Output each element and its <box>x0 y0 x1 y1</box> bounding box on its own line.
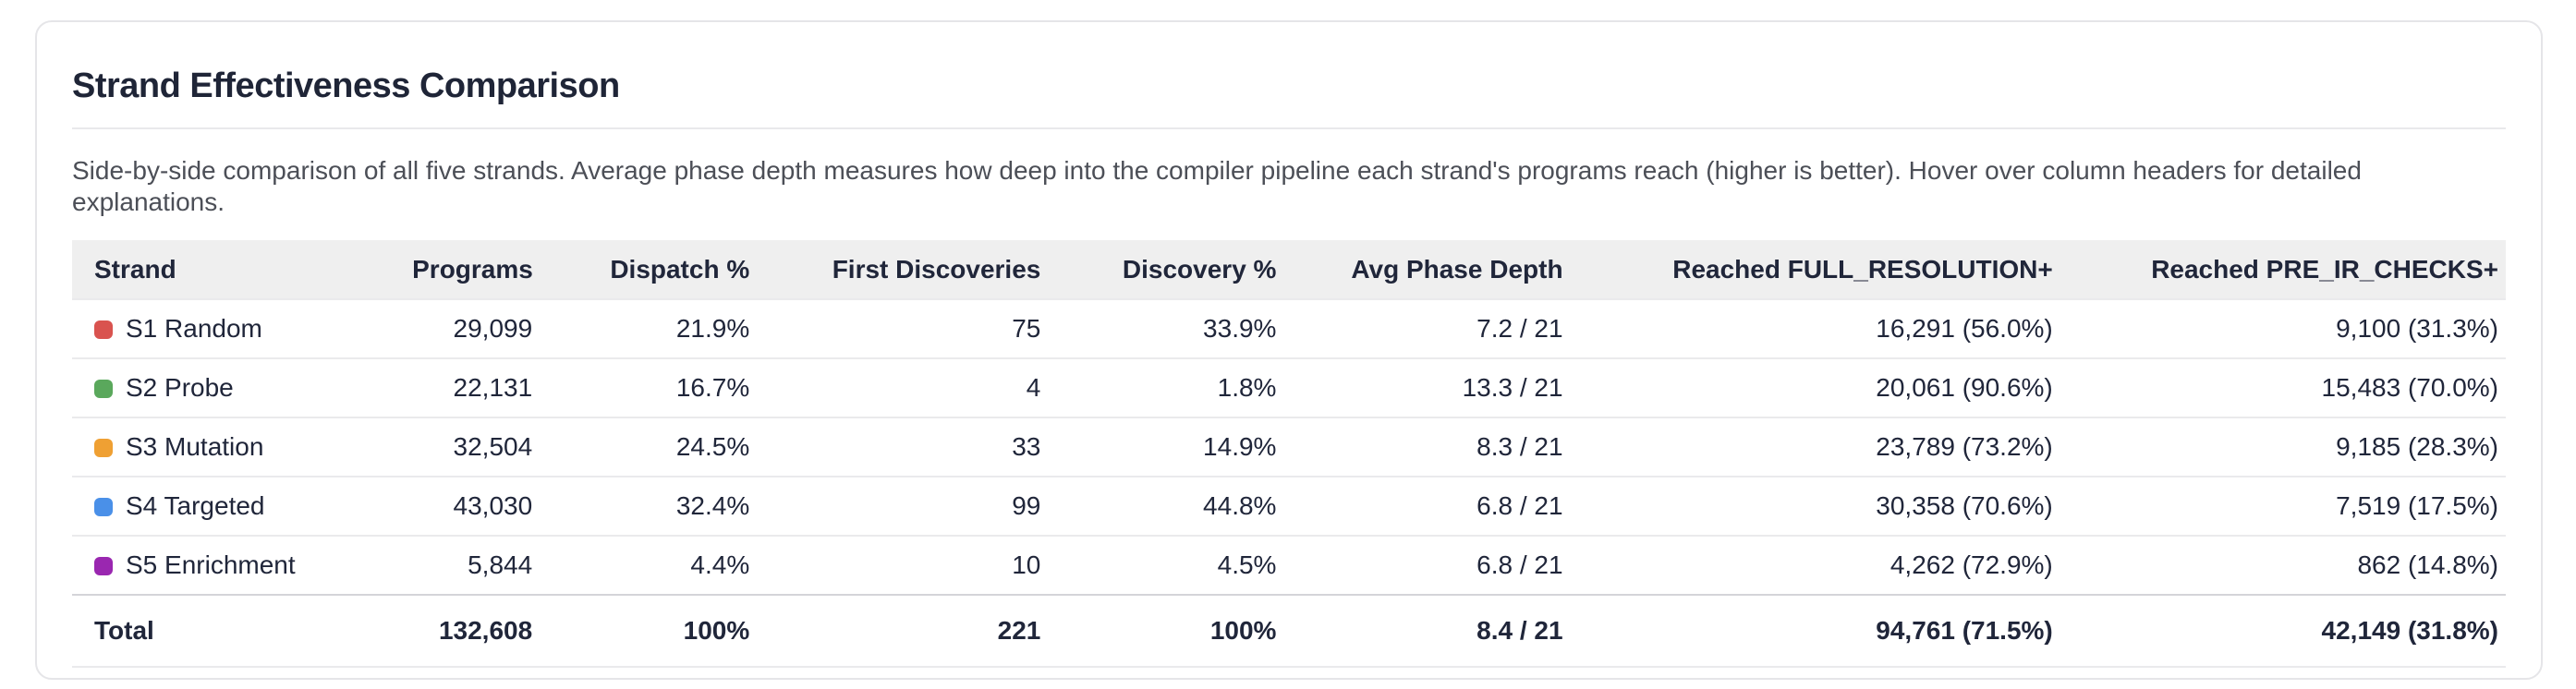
column-header-avg-phase-depth[interactable]: Avg Phase Depth <box>1283 240 1571 299</box>
table-row-s3-mutation: S3 Mutation 32,504 24.5% 33 14.9% 8.3 / … <box>72 417 2506 477</box>
column-header-strand[interactable]: Strand <box>72 240 406 299</box>
strand-label: S3 Mutation <box>126 432 264 461</box>
cell-discovery-pct: 44.8% <box>1203 491 1277 520</box>
cell-reached-full-resolution: 4,262 (72.9%) <box>1889 550 2053 579</box>
cell-first-discoveries: 10 <box>1012 550 1041 579</box>
column-header-reached-full-resolution[interactable]: Reached FULL_RESOLUTION+ <box>1570 240 2060 299</box>
column-header-dispatch-pct[interactable]: Dispatch % <box>540 240 758 299</box>
cell-reached-pre-ir-checks: 9,100 (31.3%) <box>2336 314 2498 343</box>
cell-strand: S3 Mutation <box>72 417 405 477</box>
cell-first-discoveries: 33 <box>1012 432 1041 461</box>
cell-first-discoveries: 99 <box>1012 491 1041 520</box>
strand-color-swatch <box>94 439 113 457</box>
cell-dispatch-pct: 32.4% <box>675 491 750 520</box>
cell-strand: S2 Probe <box>72 358 405 417</box>
cell-reached-full-resolution: 20,061 (90.6%) <box>1876 373 2053 402</box>
strand-label: S2 Probe <box>126 373 234 402</box>
table-row-s1-random: S1 Random 29,099 21.9% 75 33.9% 7.2 / 21… <box>72 299 2506 358</box>
cell-programs: 5,844 <box>468 550 533 579</box>
cell-strand: S4 Targeted <box>72 477 405 536</box>
strand-color-swatch <box>94 557 113 575</box>
cell-strand: S1 Random <box>72 299 405 358</box>
cell-programs: 22,131 <box>453 373 533 402</box>
cell-discovery-pct: 4.5% <box>1217 550 1277 579</box>
cell-avg-phase-depth: 8.3 / 21 <box>1476 432 1563 461</box>
column-header-discovery-pct[interactable]: Discovery % <box>1048 240 1284 299</box>
strand-label: S1 Random <box>126 314 262 343</box>
table-row-s5-enrichment: S5 Enrichment 5,844 4.4% 10 4.5% 6.8 / 2… <box>72 536 2506 595</box>
table-row-s4-targeted: S4 Targeted 43,030 32.4% 99 44.8% 6.8 / … <box>72 477 2506 536</box>
cell-first-discoveries: 75 <box>1012 314 1041 343</box>
strand-comparison-table: Strand Programs Dispatch % First Discove… <box>72 240 2506 668</box>
card-description: Side-by-side comparison of all five stra… <box>72 156 2362 216</box>
strand-label: S5 Enrichment <box>126 550 296 579</box>
column-header-reached-pre-ir-checks[interactable]: Reached PRE_IR_CHECKS+ <box>2060 240 2506 299</box>
column-header-programs[interactable]: Programs <box>405 240 541 299</box>
cell-reached-full-resolution: 16,291 (56.0%) <box>1876 314 2053 343</box>
cell-avg-phase-depth-total: 8.4 / 21 <box>1476 616 1563 645</box>
cell-dispatch-pct-total: 100% <box>683 616 750 645</box>
strand-color-swatch <box>94 498 113 516</box>
strand-color-swatch <box>94 380 113 398</box>
cell-first-discoveries-total: 221 <box>997 616 1041 645</box>
cell-programs: 43,030 <box>453 491 533 520</box>
cell-discovery-pct: 14.9% <box>1203 432 1277 461</box>
title-divider <box>72 127 2506 129</box>
card-title: Strand Effectiveness Comparison <box>72 66 620 105</box>
cell-avg-phase-depth: 6.8 / 21 <box>1476 550 1563 579</box>
cell-reached-pre-ir-checks-total: 42,149 (31.8%) <box>2321 616 2498 645</box>
cell-programs-total: 132,608 <box>438 616 533 645</box>
strand-label: S4 Targeted <box>126 491 265 520</box>
column-header-first-discoveries[interactable]: First Discoveries <box>757 240 1049 299</box>
cell-reached-pre-ir-checks: 862 (14.8%) <box>2357 550 2498 579</box>
cell-discovery-pct: 1.8% <box>1217 373 1277 402</box>
cell-programs: 32,504 <box>453 432 533 461</box>
cell-dispatch-pct: 21.9% <box>675 314 750 343</box>
strand-color-swatch <box>94 320 113 339</box>
cell-discovery-pct: 33.9% <box>1203 314 1277 343</box>
table-header-row: Strand Programs Dispatch % First Discove… <box>72 240 2506 299</box>
cell-discovery-pct-total: 100% <box>1209 616 1277 645</box>
cell-reached-full-resolution: 30,358 (70.6%) <box>1876 491 2053 520</box>
cell-dispatch-pct: 16.7% <box>675 373 750 402</box>
cell-reached-pre-ir-checks: 7,519 (17.5%) <box>2336 491 2498 520</box>
cell-first-discoveries: 4 <box>1026 373 1041 402</box>
cell-dispatch-pct: 24.5% <box>675 432 750 461</box>
cell-dispatch-pct: 4.4% <box>690 550 750 579</box>
cell-strand-total: Total <box>94 616 154 645</box>
cell-reached-full-resolution-total: 94,761 (71.5%) <box>1876 616 2053 645</box>
cell-reached-pre-ir-checks: 9,185 (28.3%) <box>2336 432 2498 461</box>
cell-avg-phase-depth: 6.8 / 21 <box>1476 491 1563 520</box>
cell-strand: S5 Enrichment <box>72 536 405 595</box>
cell-reached-full-resolution: 23,789 (73.2%) <box>1876 432 2053 461</box>
table-row-total: Total 132,608 100% 221 100% 8.4 / 21 94,… <box>72 595 2506 667</box>
cell-programs: 29,099 <box>453 314 533 343</box>
cell-reached-pre-ir-checks: 15,483 (70.0%) <box>2321 373 2498 402</box>
table-row-s2-probe: S2 Probe 22,131 16.7% 4 1.8% 13.3 / 21 2… <box>72 358 2506 417</box>
strand-effectiveness-card: Strand Effectiveness Comparison Side-by-… <box>35 20 2543 680</box>
cell-avg-phase-depth: 13.3 / 21 <box>1462 373 1563 402</box>
cell-avg-phase-depth: 7.2 / 21 <box>1476 314 1563 343</box>
